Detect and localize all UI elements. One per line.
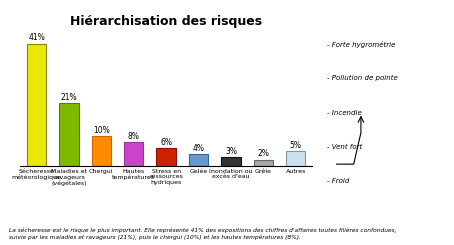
Bar [286,151,306,166]
Text: - Froid: - Froid [327,178,349,184]
Text: - Vent fort: - Vent fort [327,144,362,150]
Text: 3%: 3% [225,147,237,156]
Bar [157,148,176,166]
Text: 5%: 5% [290,141,302,149]
Text: La sécheresse est le risque le plus important. Elle représente 41% des expositio: La sécheresse est le risque le plus impo… [9,228,397,240]
Text: 2%: 2% [257,149,269,159]
Text: 6%: 6% [160,138,172,147]
Text: 8%: 8% [128,132,140,141]
Text: - Pollution de pointe: - Pollution de pointe [327,75,398,81]
Bar [254,160,273,166]
Bar [221,157,241,166]
Text: 21%: 21% [61,93,77,102]
Text: 41%: 41% [28,33,45,42]
Text: - Forte hygrométrie: - Forte hygrométrie [327,41,395,48]
Text: 10%: 10% [93,126,110,135]
Bar [27,44,46,166]
Bar [124,142,143,166]
Title: Hiérarchisation des risques: Hiérarchisation des risques [70,15,262,28]
Bar [189,154,208,166]
Text: 4%: 4% [192,144,204,153]
Text: - Incendie: - Incendie [327,110,362,116]
Bar [59,103,79,166]
Bar [92,136,111,166]
